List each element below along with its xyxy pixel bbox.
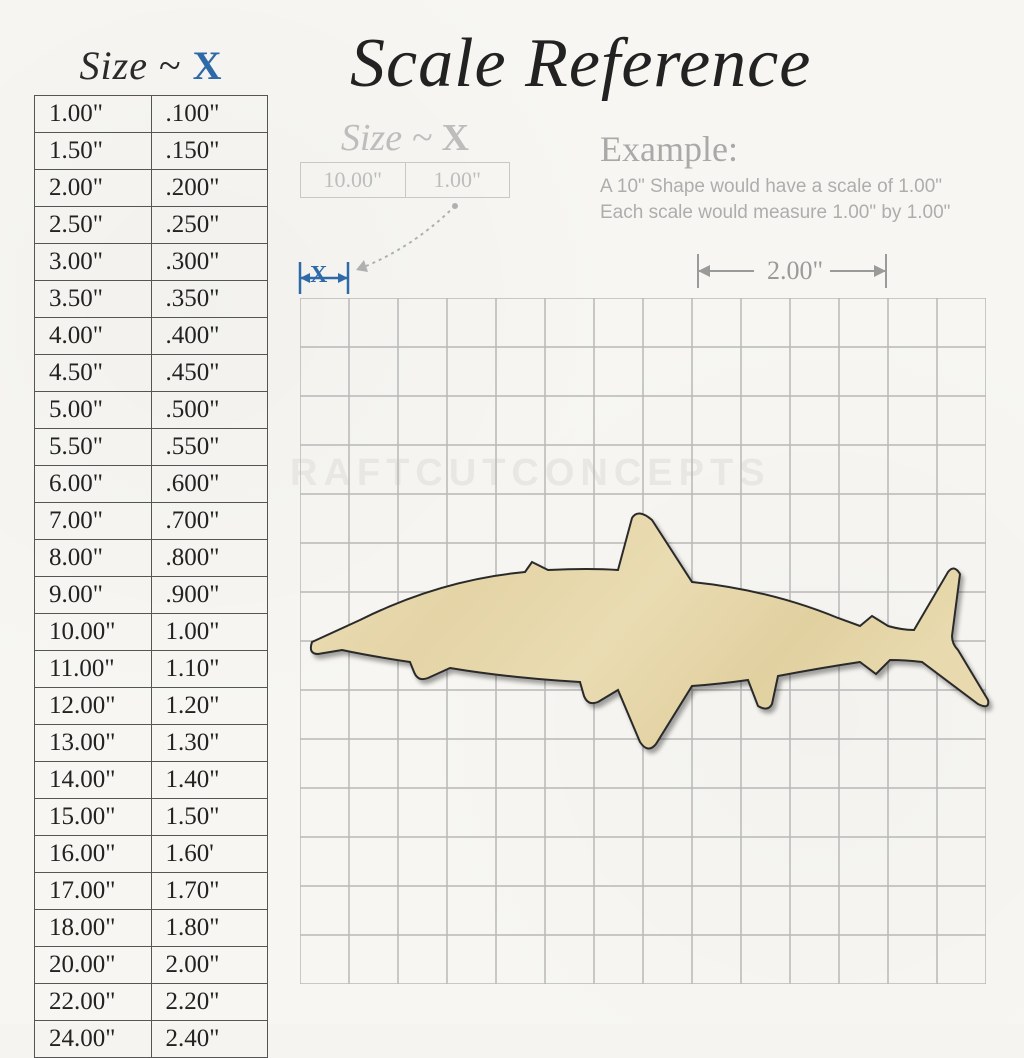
example-line-2: Each scale would measure 1.00" by 1.00" (600, 200, 1000, 226)
scale-cell: 1.10" (151, 651, 268, 688)
table-row: 18.00"1.80" (35, 910, 268, 947)
scale-cell: .500" (151, 392, 268, 429)
size-cell: 7.00" (35, 503, 152, 540)
size-cell: 14.00" (35, 762, 152, 799)
table-row: 3.00".300" (35, 244, 268, 281)
size-cell: 10.00" (35, 614, 152, 651)
scale-cell: 1.20" (151, 688, 268, 725)
scale-cell: 1.50" (151, 799, 268, 836)
scale-cell: 2.00" (151, 947, 268, 984)
example-title: Example: (600, 128, 1000, 170)
mini-cell-size: 10.00" (301, 163, 406, 197)
scale-cell: .200" (151, 170, 268, 207)
table-row: 5.00".500" (35, 392, 268, 429)
scale-cell: 1.70" (151, 873, 268, 910)
size-table-container: Size ~ X 1.00".100"1.50".150"2.00".200"2… (34, 42, 268, 1058)
scale-cell: .350" (151, 281, 268, 318)
size-cell: 3.00" (35, 244, 152, 281)
dimension-x-label: X (310, 262, 327, 289)
table-row: 4.00".400" (35, 318, 268, 355)
scale-cell: 1.30" (151, 725, 268, 762)
table-row: 4.50".450" (35, 355, 268, 392)
table-row: 15.00"1.50" (35, 799, 268, 836)
scale-cell: 1.60' (151, 836, 268, 873)
table-row: 6.00".600" (35, 466, 268, 503)
scale-cell: .700" (151, 503, 268, 540)
scale-cell: 2.20" (151, 984, 268, 1021)
size-cell: 11.00" (35, 651, 152, 688)
table-row: 20.00"2.00" (35, 947, 268, 984)
table-row: 16.00"1.60' (35, 836, 268, 873)
size-cell: 4.00" (35, 318, 152, 355)
scale-cell: .250" (151, 207, 268, 244)
size-cell: 18.00" (35, 910, 152, 947)
size-table-header: Size ~ X (34, 42, 268, 89)
shark-shape (300, 490, 990, 790)
table-row: 22.00"2.20" (35, 984, 268, 1021)
table-row: 7.00".700" (35, 503, 268, 540)
table-row: 14.00"1.40" (35, 762, 268, 799)
size-cell: 12.00" (35, 688, 152, 725)
size-cell: 22.00" (35, 984, 152, 1021)
table-row: 2.00".200" (35, 170, 268, 207)
table-row: 3.50".350" (35, 281, 268, 318)
scale-cell: .800" (151, 540, 268, 577)
size-cell: 6.00" (35, 466, 152, 503)
scale-cell: .450" (151, 355, 268, 392)
size-cell: 13.00" (35, 725, 152, 762)
dimension-x-marker: X (296, 258, 400, 298)
table-row: 13.00"1.30" (35, 725, 268, 762)
table-row: 5.50".550" (35, 429, 268, 466)
scale-cell: 1.80" (151, 910, 268, 947)
table-row: 10.00"1.00" (35, 614, 268, 651)
size-table: 1.00".100"1.50".150"2.00".200"2.50".250"… (34, 95, 268, 1058)
scale-cell: .100" (151, 96, 268, 133)
page-title: Scale Reference (350, 24, 811, 104)
scale-cell: 1.00" (151, 614, 268, 651)
size-cell: 1.00" (35, 96, 152, 133)
table-row: 11.00"1.10" (35, 651, 268, 688)
dimension-two-label: 2.00" (760, 256, 830, 286)
scale-cell: .900" (151, 577, 268, 614)
table-row: 1.50".150" (35, 133, 268, 170)
size-cell: 8.00" (35, 540, 152, 577)
scale-cell: .400" (151, 318, 268, 355)
size-label: Size (80, 43, 148, 88)
size-cell: 9.00" (35, 577, 152, 614)
x-label: X (193, 43, 223, 88)
scale-cell: 1.40" (151, 762, 268, 799)
size-cell: 2.50" (35, 207, 152, 244)
size-cell: 20.00" (35, 947, 152, 984)
size-cell: 5.50" (35, 429, 152, 466)
scale-cell: .300" (151, 244, 268, 281)
dimension-two-marker: 2.00" (694, 244, 890, 294)
size-cell: 2.00" (35, 170, 152, 207)
scale-cell: .600" (151, 466, 268, 503)
size-cell: 5.00" (35, 392, 152, 429)
mini-cell-scale: 1.00" (406, 163, 510, 197)
size-cell: 3.50" (35, 281, 152, 318)
table-row: 17.00"1.70" (35, 873, 268, 910)
table-row: 8.00".800" (35, 540, 268, 577)
scale-cell: 2.40" (151, 1021, 268, 1058)
table-row: 9.00".900" (35, 577, 268, 614)
example-text-block: Example: A 10" Shape would have a scale … (600, 128, 1000, 225)
size-cell: 15.00" (35, 799, 152, 836)
example-line-1: A 10" Shape would have a scale of 1.00" (600, 174, 1000, 200)
example-mini-header: Size ~ X 10.00" 1.00" (300, 116, 510, 198)
size-cell: 16.00" (35, 836, 152, 873)
example-mini-title: Size ~ X (300, 116, 510, 160)
table-row: 12.00"1.20" (35, 688, 268, 725)
scale-cell: .550" (151, 429, 268, 466)
size-cell: 24.00" (35, 1021, 152, 1058)
example-mini-table: 10.00" 1.00" (300, 162, 510, 198)
size-cell: 17.00" (35, 873, 152, 910)
size-cell: 1.50" (35, 133, 152, 170)
table-row: 2.50".250" (35, 207, 268, 244)
dash: ~ (148, 43, 193, 88)
table-row: 24.00"2.40" (35, 1021, 268, 1058)
size-cell: 4.50" (35, 355, 152, 392)
table-row: 1.00".100" (35, 96, 268, 133)
scale-cell: .150" (151, 133, 268, 170)
